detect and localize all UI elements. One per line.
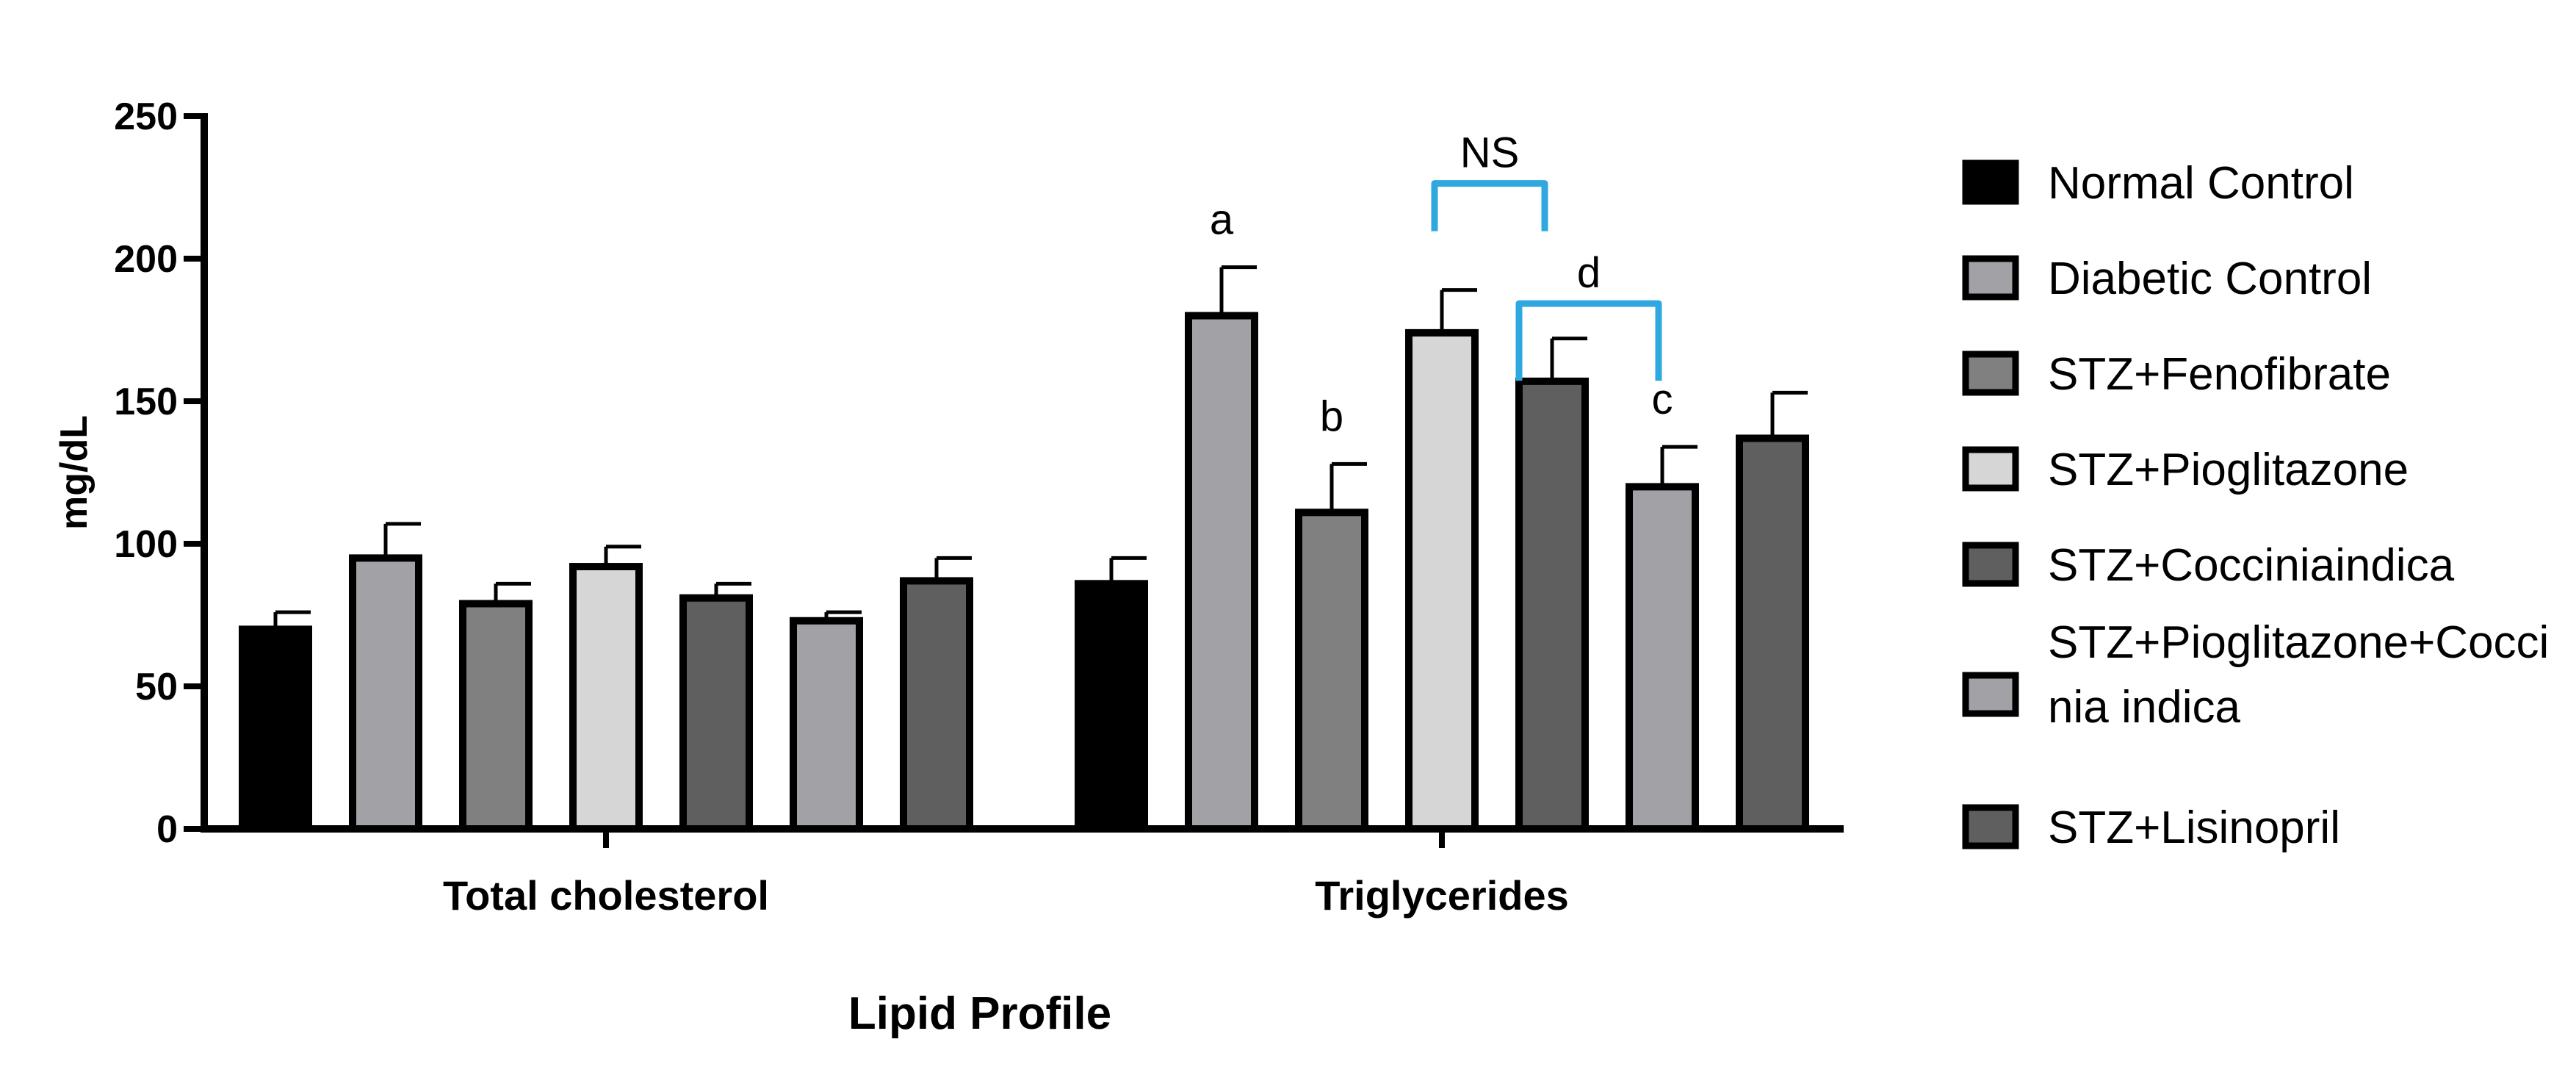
x-category-label: Total cholesterol [443, 872, 769, 919]
significance-label: NS [1460, 129, 1520, 177]
legend-swatch [1962, 351, 2019, 396]
bars [239, 265, 1809, 833]
significance-letter: a [1210, 196, 1234, 244]
legend-swatch [1962, 672, 2019, 717]
legend-label: STZ+Fenofibrate [2048, 349, 2391, 400]
y-tick-label: 200 [114, 238, 178, 281]
bar [569, 563, 643, 833]
y-axis-title: mg/dL [53, 415, 95, 530]
significance-bracket [1515, 300, 1662, 381]
legend-label: STZ+Lisinopril [2048, 802, 2340, 853]
significance-bracket [1431, 180, 1548, 231]
significance-letter: c [1652, 375, 1673, 423]
legend-swatch [1962, 446, 2019, 492]
x-axis-title: Lipid Profile [848, 988, 1111, 1039]
significance-letter: b [1320, 392, 1343, 440]
legend-swatch [1962, 255, 2019, 301]
bar [239, 625, 312, 833]
bar [1295, 509, 1368, 833]
bar [900, 577, 973, 833]
bar [1626, 483, 1699, 833]
y-tick-label: 150 [114, 381, 178, 423]
legend-label: STZ+Pioglitazone [2048, 445, 2409, 495]
legend-swatch [1962, 804, 2019, 849]
legend-label: Normal Control [2048, 158, 2354, 209]
bar [1405, 328, 1479, 833]
y-tick-label: 50 [135, 666, 178, 708]
legend-label: STZ+Pioglitazone+Cocci [2048, 617, 2549, 668]
legend-swatch [1962, 159, 2019, 205]
y-tick-label: 250 [114, 96, 178, 138]
bar [790, 617, 863, 833]
bar [1185, 312, 1258, 833]
legend-swatch [1962, 542, 2019, 587]
x-ticks: Total cholesterol Triglycerides [443, 829, 1569, 919]
legend-label: STZ+Cocciniaindica [2048, 540, 2455, 591]
bar [1075, 580, 1148, 833]
significance-label: d [1577, 249, 1601, 297]
legend-label: nia indica [2048, 682, 2240, 733]
y-tick-label: 100 [114, 523, 178, 566]
bar [1515, 377, 1589, 833]
annotations: a b c NS d [1210, 129, 1673, 441]
bar [349, 554, 422, 833]
bar [679, 594, 753, 833]
bar [459, 600, 533, 833]
legend: Normal Control Diabetic Control STZ+Fenofi… [1962, 158, 2549, 853]
legend-label: Diabetic Control [2048, 254, 2372, 304]
y-tick-label: 0 [156, 808, 178, 851]
x-category-label: Triglycerides [1315, 872, 1569, 919]
y-ticks: 0 50 100 150 200 250 [114, 96, 204, 851]
bar [1736, 434, 1809, 833]
